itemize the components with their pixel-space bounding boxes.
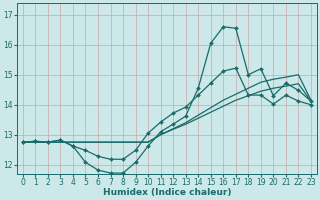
X-axis label: Humidex (Indice chaleur): Humidex (Indice chaleur)	[103, 188, 231, 197]
